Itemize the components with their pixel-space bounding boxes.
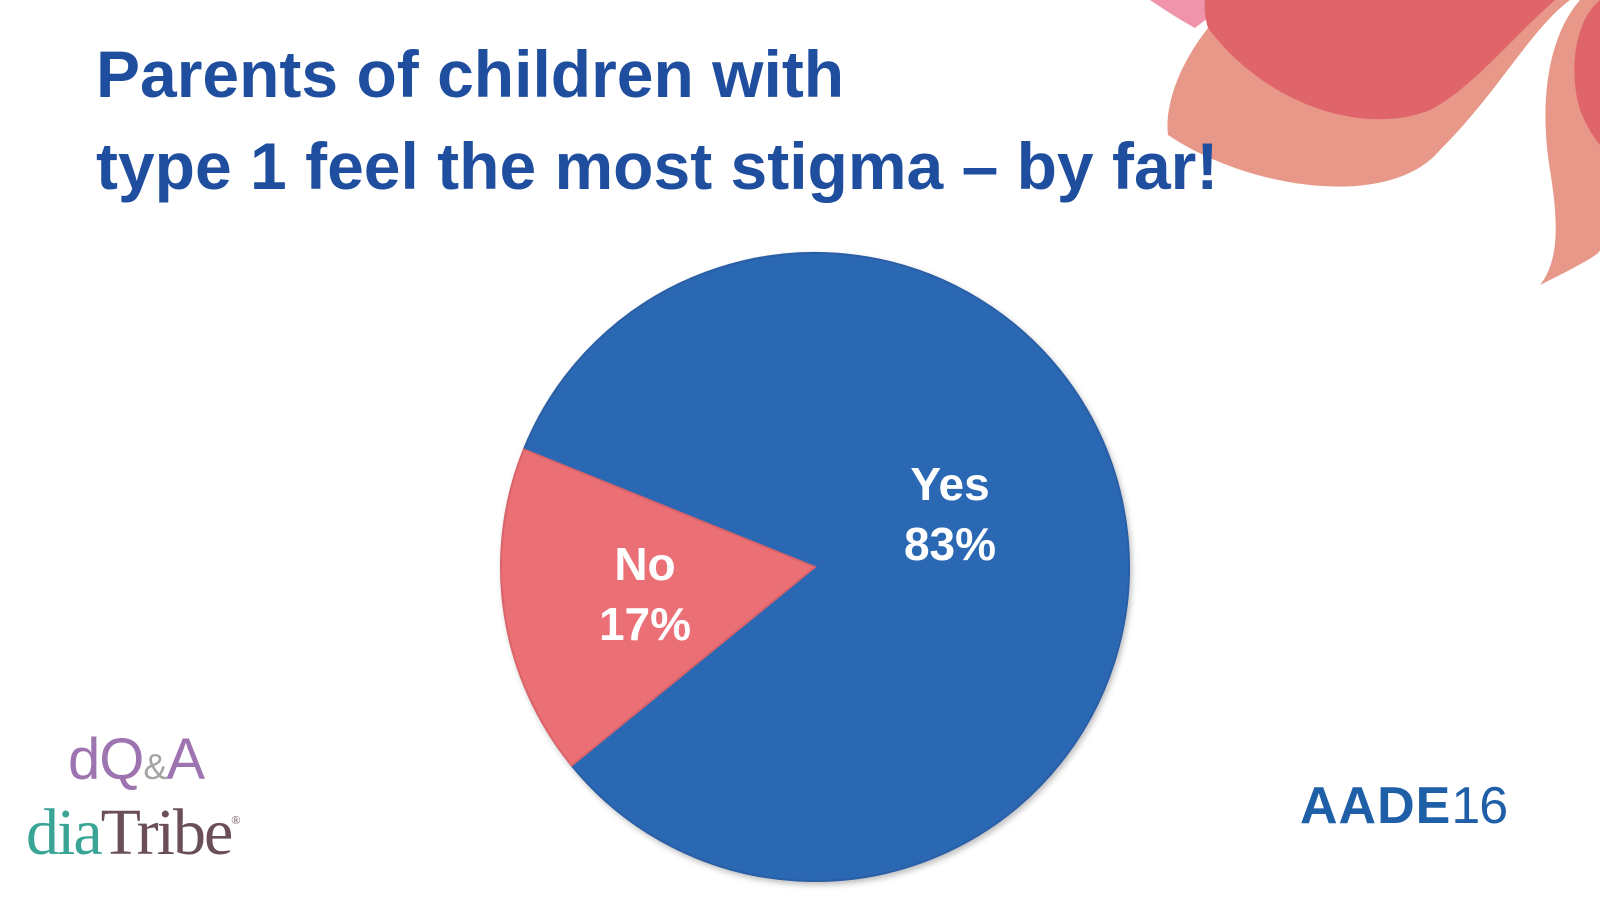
pie-value-yes: 83% [904,518,996,570]
aade16-logo: AADE16 [1300,777,1508,835]
slide-title: Parents of children with type 1 feel the… [96,28,1218,212]
pie-value-no: 17% [599,598,691,650]
title-line-2: type 1 feel the most stigma – by far! [96,129,1219,203]
dqa-diatribe-logo: dQ&A diaTribe® [26,728,276,878]
pie-slice-no [500,448,817,767]
petal-dark [1204,0,1555,120]
diatribe-logo: diaTribe® [26,796,241,869]
pie-label-no: No [614,538,675,590]
dqa-logo: dQ&A [68,727,205,792]
pie-slice-yes [522,252,1130,882]
petal-dark-right [1574,0,1600,145]
title-line-1: Parents of children with [96,37,845,111]
pie-label-yes: Yes [910,458,989,510]
